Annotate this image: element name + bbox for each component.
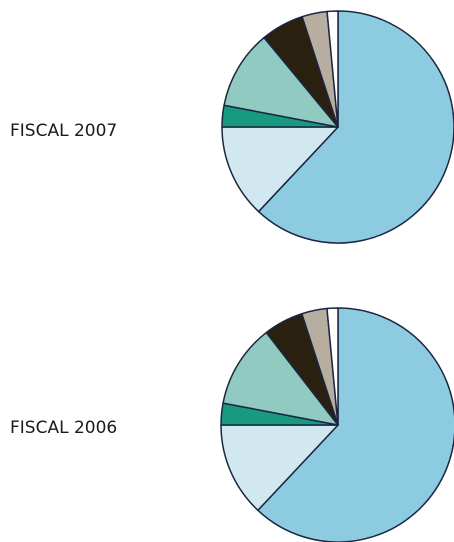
- pie-slice: [222, 331, 339, 426]
- chart-title: FISCAL 2006: [10, 418, 117, 438]
- pie-slice: [223, 36, 339, 128]
- chart-title: FISCAL 2007: [10, 121, 117, 141]
- pie-slice: [257, 307, 454, 542]
- pie-slice: [221, 126, 339, 213]
- pie-slice: [257, 10, 454, 244]
- pie-slice: [220, 424, 339, 512]
- pie-slice: [326, 307, 339, 426]
- pie-slice: [326, 10, 339, 128]
